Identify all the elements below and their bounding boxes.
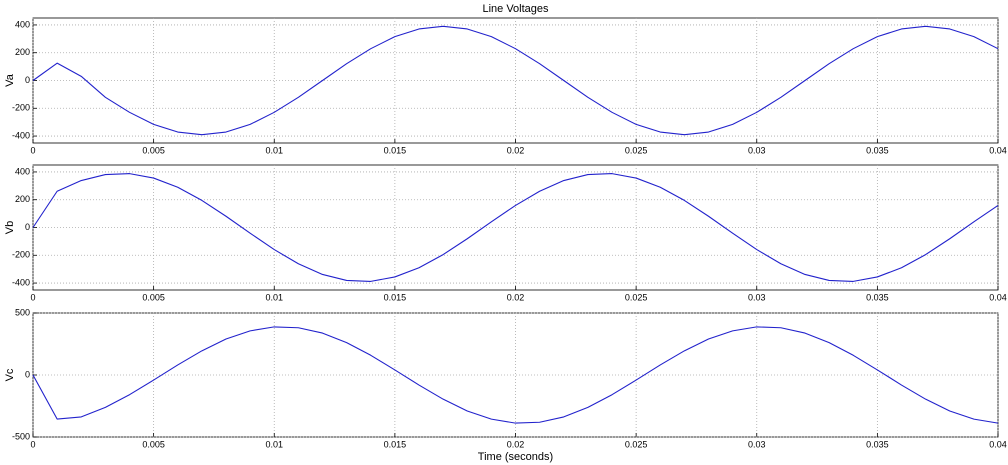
x-tick-label: 0.005 [142,292,165,302]
x-tick-label: 0.01 [265,439,283,449]
x-tick-label: 0.03 [748,439,766,449]
y-tick-label: 200 [15,194,30,204]
y-tick-label: -400 [12,130,30,140]
chart-title: Line Voltages [482,3,549,15]
x-tick-label: 0.005 [142,145,165,155]
data-line [32,173,999,282]
x-tick-label: 0 [30,439,35,449]
data-line [32,25,999,136]
y-axis-label: Vc [4,368,16,381]
x-tick-label: 0.01 [265,145,283,155]
x-tick-label: 0 [30,292,35,302]
x-tick-label: 0.04 [989,439,1007,449]
x-tick-label: 0.035 [866,439,889,449]
x-tick-label: 0.015 [384,145,407,155]
x-tick-label: 0.015 [384,292,407,302]
x-tick-label: 0.02 [507,439,525,449]
x-tick-label: 0.015 [384,439,407,449]
y-tick-label: 400 [15,19,30,29]
x-tick-label: 0.025 [625,292,648,302]
x-tick-label: 0.035 [866,145,889,155]
x-tick-label: 0 [30,145,35,155]
y-tick-label: -500 [12,431,30,441]
x-tick-label: 0.02 [507,145,525,155]
y-tick-label: 400 [15,166,30,176]
y-tick-label: 0 [25,75,30,85]
y-axis-label: Va [4,73,16,87]
x-tick-label: 0.035 [866,292,889,302]
x-tick-label: 0.04 [989,145,1007,155]
x-tick-label: 0.02 [507,292,525,302]
x-tick-label: 0.025 [625,145,648,155]
y-tick-label: 0 [25,369,30,379]
x-tick-label: 0.025 [625,439,648,449]
x-tick-label: 0.03 [748,292,766,302]
y-tick-label: 200 [15,47,30,57]
y-tick-label: -200 [12,103,30,113]
x-tick-label: 0.04 [989,292,1007,302]
y-tick-label: 500 [15,307,30,317]
x-axis-label: Time (seconds) [478,451,553,463]
y-tick-label: -200 [12,250,30,260]
x-tick-label: 0.005 [142,439,165,449]
y-tick-label: -400 [12,277,30,287]
y-tick-label: 0 [25,222,30,232]
y-axis-label: Vb [4,221,16,234]
data-line [32,326,999,424]
x-tick-label: 0.03 [748,145,766,155]
x-tick-label: 0.01 [265,292,283,302]
